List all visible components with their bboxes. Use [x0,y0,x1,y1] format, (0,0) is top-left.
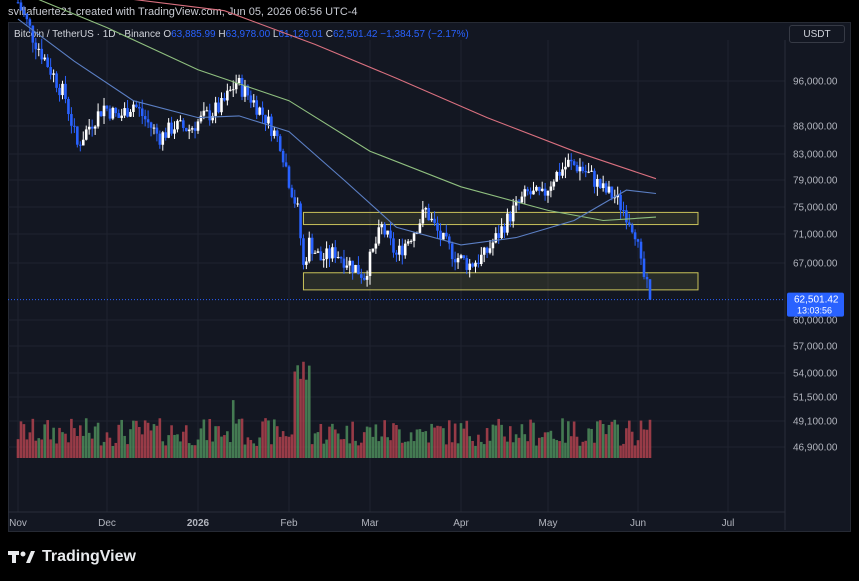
ohlc-legend: Bitcoin / TetherUS · 1D · Binance O63,88… [14,29,469,40]
close-value: 62,501.42 [333,29,378,40]
candle-body [16,2,20,4]
tradingview-logo-icon [8,550,35,563]
brand-name: TradingView [42,548,136,565]
chart-panel[interactable] [8,22,851,532]
change-value: −1,384.57 (−2.17%) [380,29,469,40]
open-value: 63,885.99 [171,29,216,40]
open-label: O [163,29,172,40]
close-label: C [325,29,333,40]
high-label: H [218,29,226,40]
currency-button[interactable]: USDT [789,25,845,43]
high-value: 63,978.00 [225,29,271,40]
symbol-label[interactable]: Bitcoin / TetherUS · 1D · Binance [14,29,161,40]
tradingview-brand[interactable]: TradingView [8,548,136,566]
attribution-text: svillafuerte21 created with TradingView.… [8,6,358,18]
low-value: 61,126.01 [278,29,323,40]
